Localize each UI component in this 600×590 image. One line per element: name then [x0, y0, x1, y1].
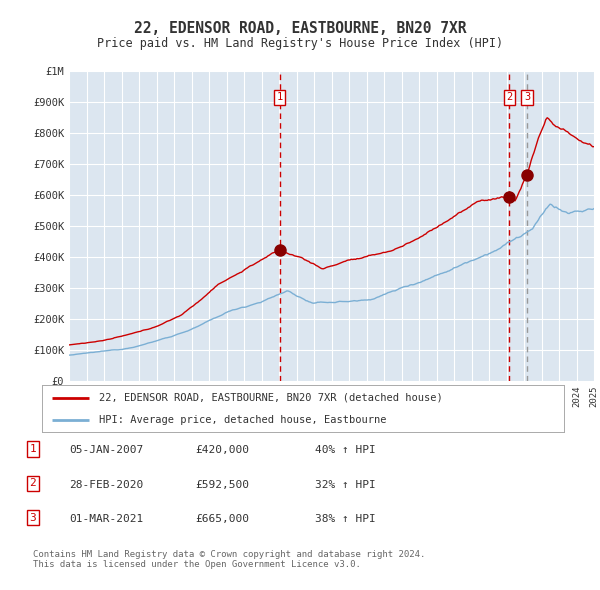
Text: £665,000: £665,000	[195, 514, 249, 524]
Text: £592,500: £592,500	[195, 480, 249, 490]
Text: 2: 2	[506, 92, 512, 102]
Text: 22, EDENSOR ROAD, EASTBOURNE, BN20 7XR: 22, EDENSOR ROAD, EASTBOURNE, BN20 7XR	[134, 21, 466, 35]
Text: £420,000: £420,000	[195, 445, 249, 455]
Text: 38% ↑ HPI: 38% ↑ HPI	[315, 514, 376, 524]
Text: 01-MAR-2021: 01-MAR-2021	[69, 514, 143, 524]
Text: 1: 1	[29, 444, 37, 454]
Text: Contains HM Land Registry data © Crown copyright and database right 2024.
This d: Contains HM Land Registry data © Crown c…	[33, 550, 425, 569]
Text: 40% ↑ HPI: 40% ↑ HPI	[315, 445, 376, 455]
Text: Price paid vs. HM Land Registry's House Price Index (HPI): Price paid vs. HM Land Registry's House …	[97, 37, 503, 50]
Text: 32% ↑ HPI: 32% ↑ HPI	[315, 480, 376, 490]
Text: 28-FEB-2020: 28-FEB-2020	[69, 480, 143, 490]
Text: 05-JAN-2007: 05-JAN-2007	[69, 445, 143, 455]
Text: 3: 3	[29, 513, 37, 523]
Text: 3: 3	[524, 92, 530, 102]
Text: HPI: Average price, detached house, Eastbourne: HPI: Average price, detached house, East…	[100, 415, 387, 425]
Text: 2: 2	[29, 478, 37, 489]
Text: 1: 1	[277, 92, 283, 102]
Text: 22, EDENSOR ROAD, EASTBOURNE, BN20 7XR (detached house): 22, EDENSOR ROAD, EASTBOURNE, BN20 7XR (…	[100, 393, 443, 403]
